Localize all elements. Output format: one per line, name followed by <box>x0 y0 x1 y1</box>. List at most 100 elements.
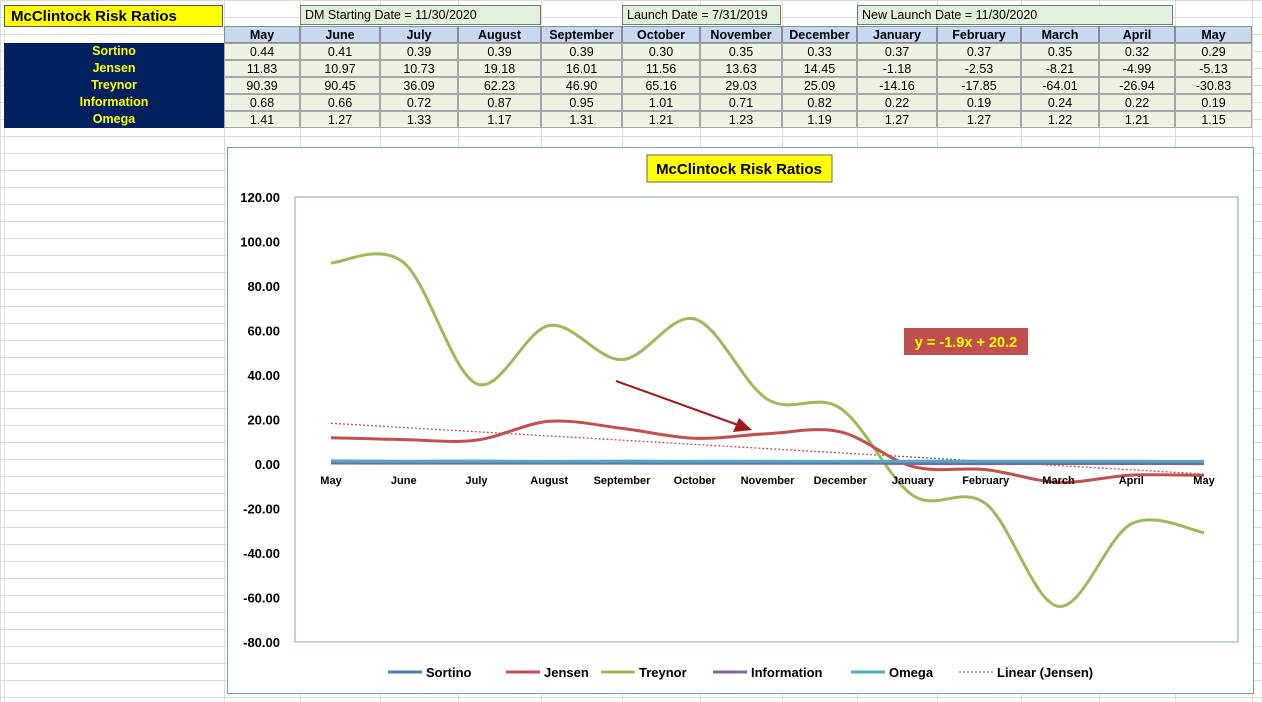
value-cell[interactable]: 0.19 <box>1175 94 1252 111</box>
value-cell[interactable]: 0.22 <box>1099 94 1175 111</box>
value-cell[interactable]: 25.09 <box>782 77 857 94</box>
value-cell[interactable]: 0.44 <box>224 43 300 60</box>
x-tick-label: September <box>594 475 652 487</box>
x-tick-label: August <box>530 475 568 487</box>
value-cell[interactable]: 0.22 <box>857 94 937 111</box>
value-cell[interactable]: 0.30 <box>622 43 700 60</box>
legend-label: Information <box>751 665 823 680</box>
value-cell[interactable]: 46.90 <box>541 77 622 94</box>
value-cell[interactable]: -1.18 <box>857 60 937 77</box>
value-cell[interactable]: 10.73 <box>380 60 458 77</box>
value-cell[interactable]: 1.27 <box>857 111 937 128</box>
value-cell[interactable]: 62.23 <box>458 77 541 94</box>
value-cell[interactable]: 0.68 <box>224 94 300 111</box>
month-header[interactable]: March <box>1021 26 1099 43</box>
value-cell[interactable]: 0.82 <box>782 94 857 111</box>
value-cell[interactable]: 1.17 <box>458 111 541 128</box>
value-cell[interactable]: 1.19 <box>782 111 857 128</box>
value-cell[interactable]: 0.33 <box>782 43 857 60</box>
value-cell[interactable]: 11.83 <box>224 60 300 77</box>
value-cell[interactable]: 90.45 <box>300 77 380 94</box>
value-cell[interactable]: 14.45 <box>782 60 857 77</box>
value-cell[interactable]: 13.63 <box>700 60 782 77</box>
month-header[interactable]: June <box>300 26 380 43</box>
series-line-jensen <box>330 419 1205 484</box>
x-tick-label: February <box>962 475 1010 487</box>
value-cell[interactable]: 36.09 <box>380 77 458 94</box>
launch-date[interactable]: Launch Date = 7/31/2019 <box>622 5 781 25</box>
value-cell[interactable]: 1.21 <box>622 111 700 128</box>
value-cell[interactable]: 10.97 <box>300 60 380 77</box>
row-label[interactable]: Treynor <box>4 77 224 94</box>
value-cell[interactable]: 1.01 <box>622 94 700 111</box>
value-cell[interactable]: 0.95 <box>541 94 622 111</box>
month-header[interactable]: November <box>700 26 782 43</box>
month-header[interactable]: October <box>622 26 700 43</box>
value-cell[interactable]: 19.18 <box>458 60 541 77</box>
value-cell[interactable]: 0.19 <box>937 94 1021 111</box>
value-cell[interactable]: -4.99 <box>1099 60 1175 77</box>
value-cell[interactable]: -26.94 <box>1099 77 1175 94</box>
y-tick-label: 20.00 <box>247 413 280 428</box>
value-cell[interactable]: 1.15 <box>1175 111 1252 128</box>
month-header[interactable]: May <box>224 26 300 43</box>
value-cell[interactable]: 1.23 <box>700 111 782 128</box>
value-cell[interactable]: 11.56 <box>622 60 700 77</box>
value-cell[interactable]: 0.32 <box>1099 43 1175 60</box>
value-cell[interactable]: 65.16 <box>622 77 700 94</box>
value-cell[interactable]: 0.35 <box>700 43 782 60</box>
value-cell[interactable]: 1.21 <box>1099 111 1175 128</box>
value-cell[interactable]: 0.39 <box>380 43 458 60</box>
month-header[interactable]: September <box>541 26 622 43</box>
value-cell[interactable]: 0.66 <box>300 94 380 111</box>
row-label[interactable]: Sortino <box>4 43 224 60</box>
month-header[interactable]: July <box>380 26 458 43</box>
arrow-shaft <box>615 380 739 426</box>
value-cell[interactable]: 0.37 <box>937 43 1021 60</box>
value-cell[interactable]: 0.24 <box>1021 94 1099 111</box>
arrow-head <box>733 418 752 432</box>
value-cell[interactable]: 0.72 <box>380 94 458 111</box>
month-header[interactable]: December <box>782 26 857 43</box>
value-cell[interactable]: 0.37 <box>857 43 937 60</box>
value-cell[interactable]: 29.03 <box>700 77 782 94</box>
value-cell[interactable]: 1.33 <box>380 111 458 128</box>
value-cell[interactable]: 0.41 <box>300 43 380 60</box>
value-cell[interactable]: -14.16 <box>857 77 937 94</box>
value-cell[interactable]: -5.13 <box>1175 60 1252 77</box>
sheet-title[interactable]: McClintock Risk Ratios <box>4 5 223 27</box>
value-cell[interactable]: 1.27 <box>937 111 1021 128</box>
value-cell[interactable]: -64.01 <box>1021 77 1099 94</box>
value-cell[interactable]: 16.01 <box>541 60 622 77</box>
value-cell[interactable]: -8.21 <box>1021 60 1099 77</box>
chart-frame[interactable]: McClintock Risk Ratios 120.00 100.00 80.00 6… <box>227 147 1254 694</box>
value-cell[interactable]: 1.27 <box>300 111 380 128</box>
dm-start-date[interactable]: DM Starting Date = 11/30/2020 <box>300 5 541 25</box>
month-header[interactable]: May <box>1175 26 1252 43</box>
legend-label: Jensen <box>544 665 589 680</box>
value-cell[interactable]: -30.83 <box>1175 77 1252 94</box>
value-cell[interactable]: 0.39 <box>541 43 622 60</box>
value-cell[interactable]: -2.53 <box>937 60 1021 77</box>
row-label[interactable]: Omega <box>4 111 224 128</box>
month-header[interactable]: April <box>1099 26 1175 43</box>
value-cell[interactable]: 0.35 <box>1021 43 1099 60</box>
chart-title-box <box>646 154 833 183</box>
row-label[interactable]: Information <box>4 94 224 111</box>
value-cell[interactable]: -17.85 <box>937 77 1021 94</box>
value-cell[interactable]: 1.31 <box>541 111 622 128</box>
row-label[interactable]: Jensen <box>4 60 224 77</box>
value-cell[interactable]: 1.22 <box>1021 111 1099 128</box>
value-cell[interactable]: 1.41 <box>224 111 300 128</box>
x-tick-label: November <box>741 475 796 487</box>
value-cell[interactable]: 0.29 <box>1175 43 1252 60</box>
new-launch-date[interactable]: New Launch Date = 11/30/2020 <box>857 5 1173 25</box>
value-cell[interactable]: 90.39 <box>224 77 300 94</box>
month-header[interactable]: August <box>458 26 541 43</box>
value-cell[interactable]: 0.87 <box>458 94 541 111</box>
value-cell[interactable]: 0.71 <box>700 94 782 111</box>
month-header[interactable]: January <box>857 26 937 43</box>
series-line-treynor <box>330 252 1205 608</box>
month-header[interactable]: February <box>937 26 1021 43</box>
value-cell[interactable]: 0.39 <box>458 43 541 60</box>
